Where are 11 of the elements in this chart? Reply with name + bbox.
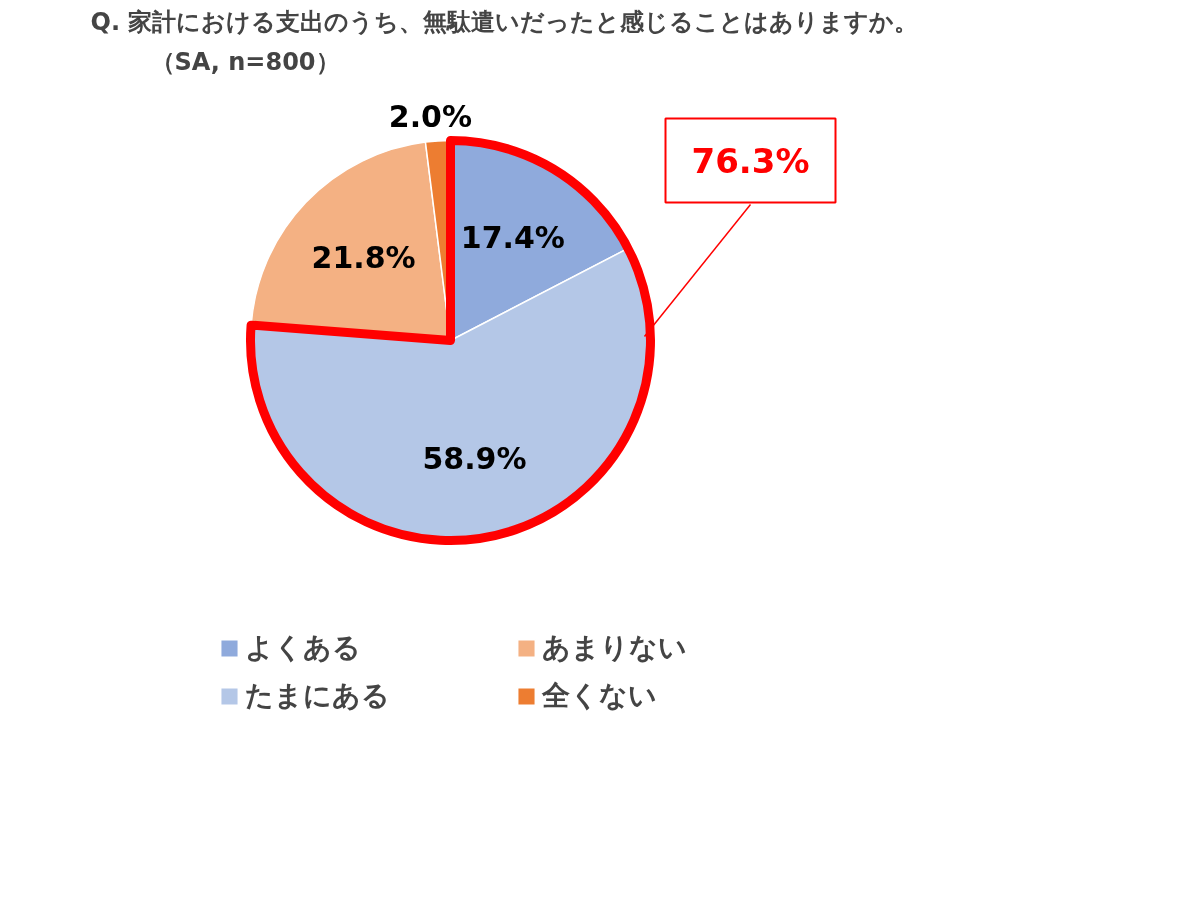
data-label: 21.8% <box>311 240 416 276</box>
legend-label: たまにある <box>245 678 391 714</box>
text: 76.3% <box>691 140 810 181</box>
legend-label: よくある <box>245 630 362 666</box>
chart-subtitle: （SA, n=800） <box>150 47 340 76</box>
data-label: 17.4% <box>460 220 565 256</box>
legend-label: 全くない <box>542 678 658 714</box>
legend-label: あまりない <box>542 630 688 666</box>
data-label: 58.9% <box>422 440 527 476</box>
chart-title: Q. 家計における支出のうち、無駄遣いだったと感じることはありますか。 <box>90 7 919 36</box>
data-label: 2.0% <box>388 99 473 135</box>
